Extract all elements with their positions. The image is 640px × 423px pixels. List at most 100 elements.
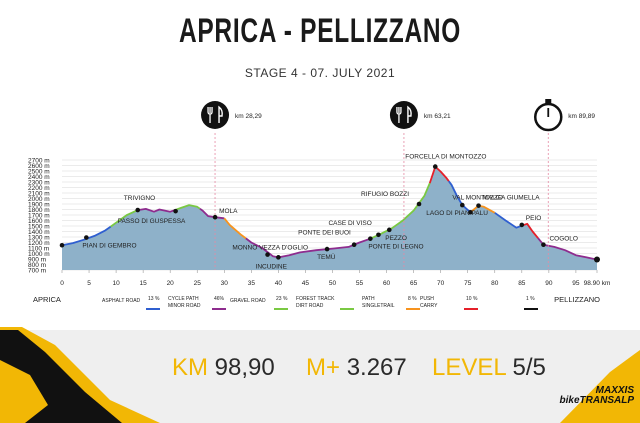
stat-climb: M+ 3.267 — [306, 354, 407, 382]
waypoint-dot — [416, 201, 422, 207]
surface-segment-cycle-path-minor-road — [245, 237, 371, 259]
y-tick-label: 1500 m — [28, 224, 50, 231]
x-tick-label: 50 — [329, 280, 337, 287]
surface-segment-push-carry — [521, 222, 539, 239]
y-tick-label: 2000 m — [28, 196, 50, 203]
stopwatch-icon — [534, 99, 563, 132]
waypoint-label: INCUDINE — [256, 264, 288, 271]
surface-segment-gravel-road — [110, 209, 139, 228]
waypoint-label: PASSO DI GUSPESSA — [118, 218, 186, 225]
surface-segment-cycle-path-minor-road — [199, 207, 225, 220]
y-tick-label: 1700 m — [28, 213, 50, 220]
stat-level-label: LEVEL — [432, 354, 506, 381]
stat-distance-label: KM — [172, 354, 208, 381]
stat-level-value: 5/5 — [512, 354, 546, 381]
end-label: PELLIZZANO — [554, 295, 600, 304]
waypoint-dot — [84, 235, 89, 240]
surface-segment-asphalt-road — [61, 225, 112, 247]
x-tick-label: 45 — [302, 280, 310, 287]
legend-percent: 23 % — [276, 296, 288, 302]
surface-segment-cycle-path-minor-road — [137, 208, 176, 213]
waypoint-label: MOLA — [219, 208, 238, 215]
y-tick-label: 1800 m — [28, 207, 50, 214]
x-tick-label: 15 — [140, 280, 148, 287]
knife-shape — [218, 105, 223, 123]
fork-shape — [207, 107, 213, 123]
surface-segment-gravel-road — [369, 182, 431, 240]
legend-label: GRAVEL ROAD — [230, 298, 266, 304]
brand-line2: bikeTRANSALP — [559, 395, 634, 406]
y-tick-label: 2700 m — [28, 158, 50, 165]
y-tick-label: 1900 m — [28, 202, 50, 209]
x-tick-label: 80 — [491, 280, 499, 287]
stat-climb-label: M+ — [306, 354, 341, 381]
surface-segment-push-carry — [428, 165, 450, 184]
waypoint-dot — [541, 242, 546, 247]
legend-label: FOREST TRACK — [296, 296, 335, 302]
legend-label: CYCLE PATH — [168, 296, 199, 302]
legend-percent: 1 % — [526, 296, 535, 302]
waypoint-label: LAGO DI PIAN PALU — [426, 210, 488, 217]
x-tick-label: 55 — [356, 280, 364, 287]
x-tick-label: 85 — [518, 280, 526, 287]
surface-segment-asphalt-road — [448, 180, 471, 213]
y-tick-label: 1000 m — [28, 251, 50, 258]
stat-climb-value: 3.267 — [346, 354, 407, 381]
y-tick-label: 1100 m — [28, 246, 49, 253]
waypoint-label: TRIVIGNO — [124, 195, 155, 202]
waypoint-dot — [386, 227, 392, 233]
page-title: APRICA - PELLIZZANO — [178, 12, 462, 50]
y-tick-label: 2500 m — [28, 169, 50, 176]
waypoint-label: TEMÙ — [317, 252, 336, 261]
x-tick-label: 75 — [464, 280, 472, 287]
stopwatch-crown — [545, 99, 552, 103]
surface-segment-gravel-road — [175, 204, 201, 211]
waypoint-dot — [351, 242, 357, 247]
y-tick-label: 1200 m — [28, 240, 50, 247]
x-tick-label: 98.90 km — [584, 280, 611, 287]
y-tick-label: 2400 m — [28, 174, 50, 181]
x-tick-label: 95 — [572, 280, 580, 287]
x-tick-label: 5 — [87, 280, 91, 287]
waypoint-label: CASE DI VISO — [328, 220, 371, 227]
legend-label: MINOR ROAD — [168, 303, 201, 309]
waypoint-dot — [59, 242, 65, 248]
elevation-area — [62, 166, 597, 270]
legend-label: SINGLETRAIL — [362, 303, 395, 309]
legend-label: CARRY — [420, 303, 438, 309]
icon-bg — [201, 101, 230, 129]
waypoint-dot — [460, 202, 465, 208]
fork-shape — [396, 107, 402, 123]
stage-subtitle: STAGE 4 - 07. JULY 2021 — [244, 66, 396, 80]
waypoint-label: MONNO VEZZA D'OGLIO — [232, 244, 308, 251]
stat-level: LEVEL 5/5 — [432, 354, 546, 382]
x-tick-label: 70 — [437, 280, 445, 287]
waypoint-dot — [368, 236, 373, 241]
station-label: km 89,89 — [568, 113, 595, 120]
waypoint-dot — [212, 214, 218, 220]
x-tick-label: 65 — [410, 280, 418, 287]
legend-percent: 10 % — [466, 296, 478, 302]
x-tick-label: 40 — [275, 280, 283, 287]
x-tick-label: 10 — [112, 280, 120, 287]
y-tick-label: 700 m — [28, 268, 46, 275]
waypoint-dot — [324, 246, 330, 252]
x-tick-label: 35 — [248, 280, 256, 287]
icon-bg — [389, 101, 418, 129]
knife-shape — [407, 105, 412, 123]
surface-segment-path-singletrail — [469, 204, 496, 214]
y-tick-label: 1600 m — [28, 218, 50, 225]
legend-percent: 46% — [214, 296, 225, 302]
x-tick-label: 60 — [383, 280, 391, 287]
waypoint-dot — [276, 255, 281, 260]
brand-logo: MAXXIS bikeTRANSALP — [556, 386, 634, 406]
brand-line1: MAXXIS — [595, 385, 634, 396]
waypoint-dot — [468, 209, 473, 215]
stat-distance-value: 98,90 — [214, 354, 275, 381]
y-tick-label: 1300 m — [28, 235, 50, 242]
fork-knife-icon — [201, 101, 230, 129]
waypoint-label: PONTE DI LEGNO — [368, 244, 423, 251]
legend-label: DIRT ROAD — [296, 303, 324, 309]
surface-segment-asphalt-road — [494, 212, 523, 229]
legend-label: PATH — [362, 296, 375, 302]
